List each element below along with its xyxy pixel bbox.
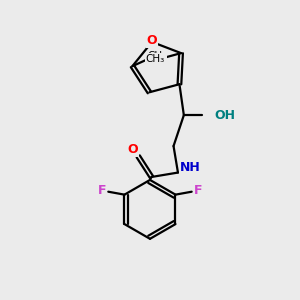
Text: NH: NH	[180, 161, 201, 174]
Text: OH: OH	[215, 109, 236, 122]
Text: O: O	[147, 34, 157, 47]
Text: F: F	[98, 184, 106, 197]
Text: F: F	[194, 184, 203, 197]
Text: O: O	[128, 143, 138, 156]
Text: CH₃: CH₃	[146, 54, 165, 64]
Text: CH₃: CH₃	[147, 52, 167, 61]
